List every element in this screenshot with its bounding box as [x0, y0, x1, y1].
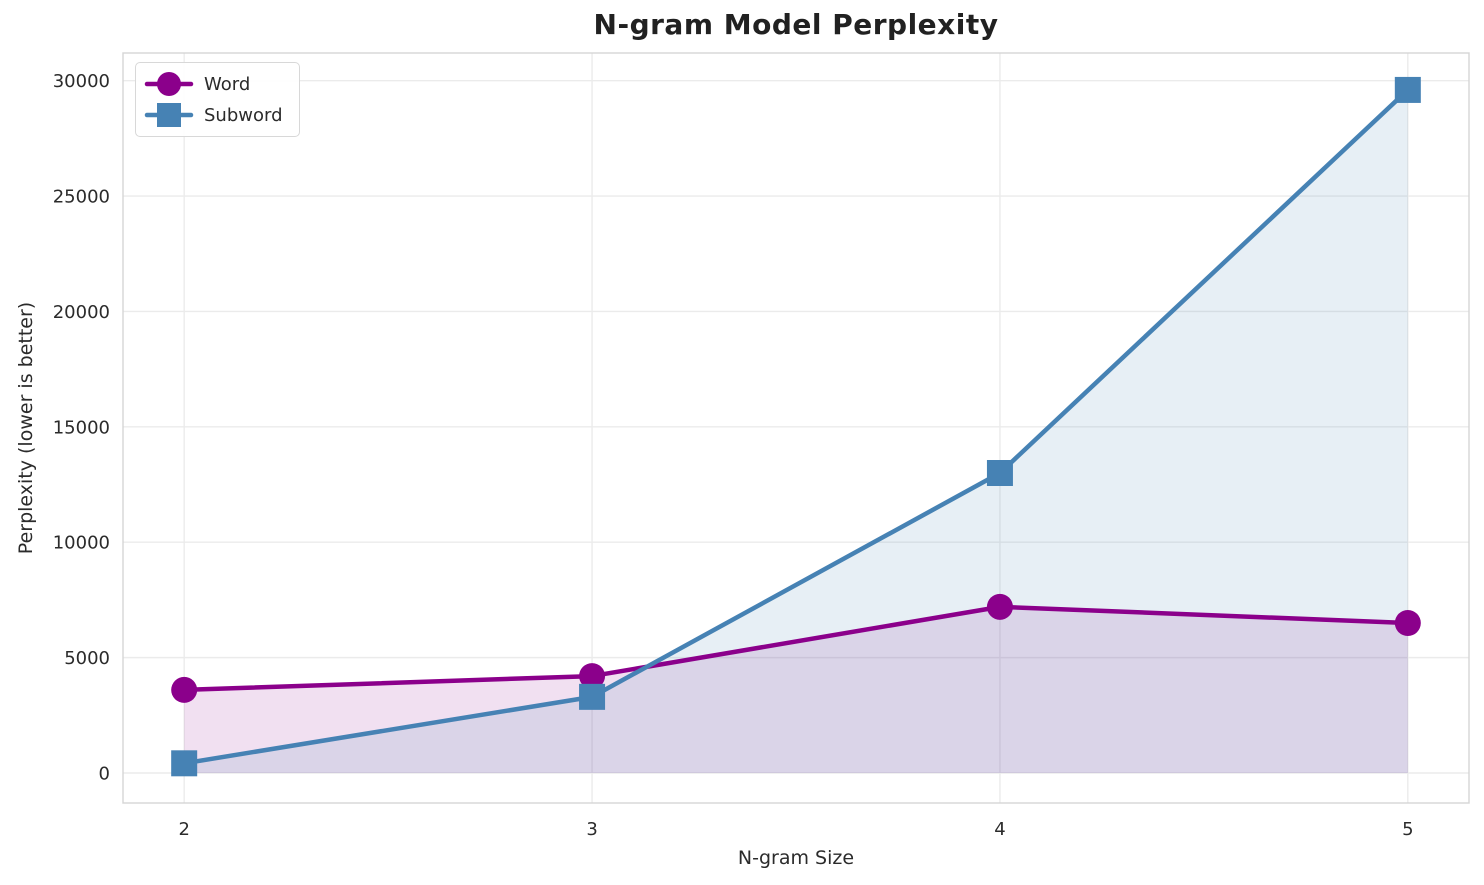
- plot-border: [122, 52, 1470, 804]
- y-axis-label: Perplexity (lower is better): [15, 301, 37, 555]
- y-tick-label: 30000: [53, 71, 110, 92]
- legend-label: Word: [204, 73, 251, 95]
- y-tick-label: 0: [99, 764, 110, 785]
- circle-marker-icon: [144, 72, 194, 96]
- series-line-word: [181, 604, 1411, 693]
- data-point-word: [171, 676, 198, 703]
- x-tick-label: 4: [994, 819, 1005, 840]
- data-point-word: [579, 663, 606, 690]
- data-point-subword: [1394, 76, 1421, 103]
- square-marker-icon: [144, 103, 194, 127]
- y-tick-label: 15000: [53, 417, 110, 438]
- x-tick-label: 2: [178, 819, 189, 840]
- area-fill-word: [184, 606, 1408, 773]
- data-point-subword: [171, 750, 198, 777]
- x-tick-label: 3: [586, 819, 597, 840]
- legend-item-word: Word: [144, 70, 283, 98]
- series-line-subword: [181, 87, 1411, 766]
- y-tick-label: 10000: [53, 533, 110, 554]
- legend: Word Subword: [135, 62, 300, 137]
- legend-label: Subword: [204, 104, 283, 126]
- y-tick-label: 20000: [53, 302, 110, 323]
- chart-title: N-gram Model Perplexity: [593, 8, 999, 41]
- x-tick-label: 5: [1402, 819, 1413, 840]
- x-axis-label: N-gram Size: [737, 847, 855, 869]
- data-point-word: [986, 593, 1013, 620]
- y-tick-label: 5000: [64, 648, 110, 669]
- data-point-subword: [986, 460, 1013, 486]
- area-fill-subword: [184, 89, 1408, 773]
- data-point-word: [1394, 610, 1421, 636]
- y-tick-label: 25000: [53, 187, 110, 208]
- legend-item-subword: Subword: [144, 101, 283, 129]
- data-point-subword: [579, 683, 606, 710]
